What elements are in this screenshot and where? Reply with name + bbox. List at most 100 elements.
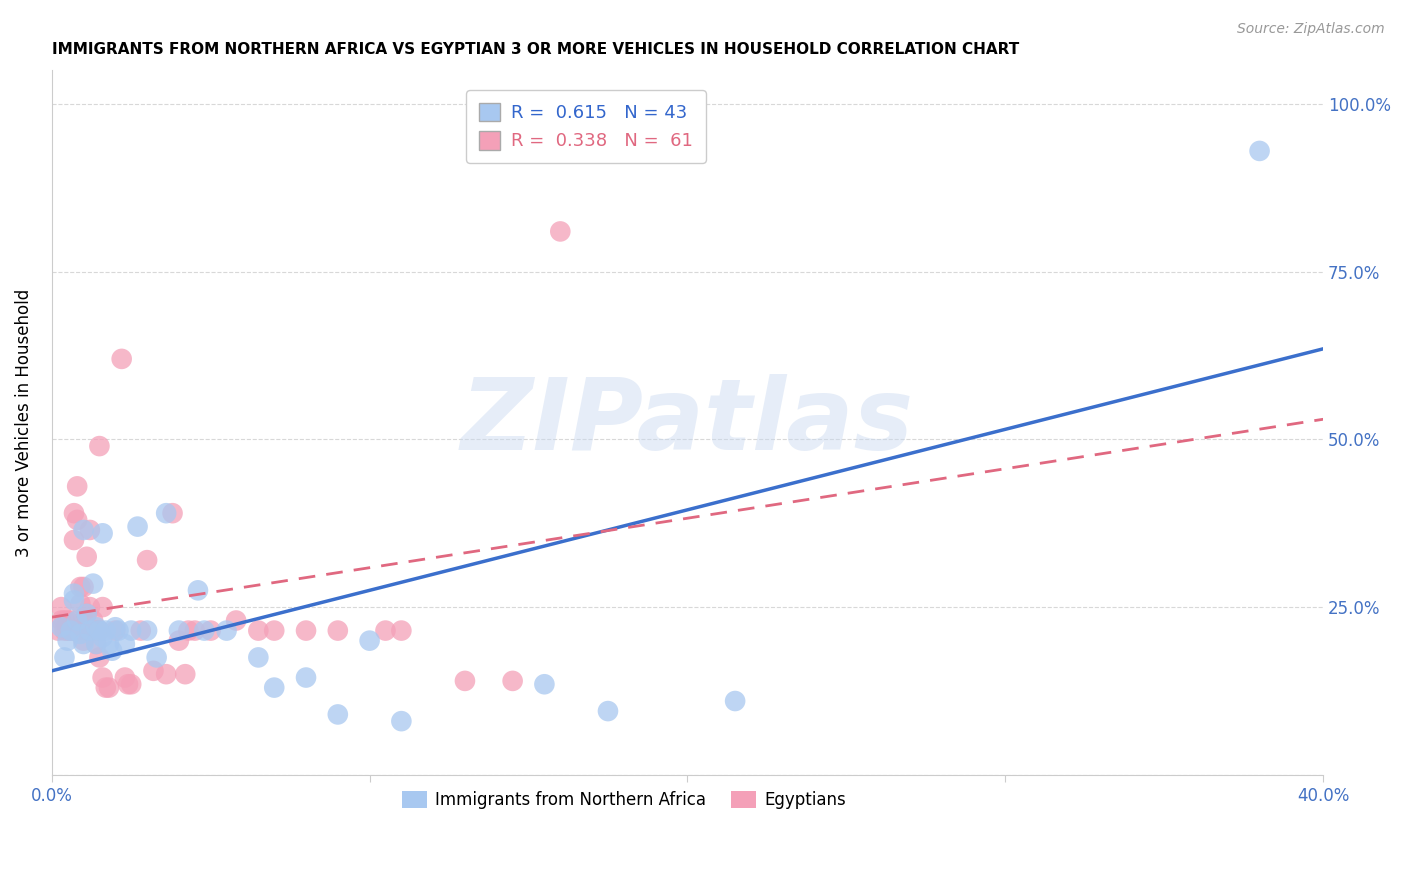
- Point: [247, 650, 270, 665]
- Point: [225, 614, 247, 628]
- Point: [295, 671, 318, 685]
- Point: [193, 624, 215, 638]
- Point: [389, 714, 412, 728]
- Point: [51, 600, 73, 615]
- Point: [76, 607, 98, 621]
- Point: [187, 583, 209, 598]
- Point: [104, 620, 127, 634]
- Point: [97, 637, 120, 651]
- Point: [145, 650, 167, 665]
- Point: [120, 677, 142, 691]
- Point: [53, 650, 76, 665]
- Point: [155, 506, 177, 520]
- Point: [56, 624, 79, 638]
- Text: IMMIGRANTS FROM NORTHERN AFRICA VS EGYPTIAN 3 OR MORE VEHICLES IN HOUSEHOLD CORR: IMMIGRANTS FROM NORTHERN AFRICA VS EGYPT…: [52, 42, 1019, 57]
- Point: [174, 667, 197, 681]
- Point: [94, 624, 117, 638]
- Point: [53, 614, 76, 628]
- Point: [82, 614, 104, 628]
- Point: [63, 593, 86, 607]
- Point: [84, 637, 107, 651]
- Point: [359, 633, 381, 648]
- Point: [84, 637, 107, 651]
- Point: [389, 624, 412, 638]
- Point: [82, 576, 104, 591]
- Point: [215, 624, 238, 638]
- Point: [46, 624, 69, 638]
- Point: [114, 671, 136, 685]
- Point: [63, 533, 86, 547]
- Point: [59, 624, 82, 638]
- Point: [89, 624, 111, 638]
- Point: [66, 624, 89, 638]
- Point: [89, 439, 111, 453]
- Point: [84, 624, 107, 638]
- Legend: Immigrants from Northern Africa, Egyptians: Immigrants from Northern Africa, Egyptia…: [395, 784, 853, 816]
- Point: [263, 624, 285, 638]
- Point: [51, 620, 73, 634]
- Point: [79, 624, 101, 638]
- Point: [53, 624, 76, 638]
- Point: [167, 624, 190, 638]
- Point: [56, 614, 79, 628]
- Point: [69, 627, 91, 641]
- Text: Source: ZipAtlas.com: Source: ZipAtlas.com: [1237, 22, 1385, 37]
- Point: [263, 681, 285, 695]
- Point: [63, 587, 86, 601]
- Point: [724, 694, 747, 708]
- Point: [91, 526, 114, 541]
- Point: [72, 523, 94, 537]
- Point: [76, 607, 98, 621]
- Point: [155, 667, 177, 681]
- Point: [76, 549, 98, 564]
- Point: [84, 620, 107, 634]
- Point: [550, 224, 572, 238]
- Point: [59, 614, 82, 628]
- Point: [69, 597, 91, 611]
- Point: [94, 681, 117, 695]
- Point: [454, 673, 477, 688]
- Point: [66, 614, 89, 628]
- Point: [91, 630, 114, 644]
- Point: [295, 624, 318, 638]
- Y-axis label: 3 or more Vehicles in Household: 3 or more Vehicles in Household: [15, 288, 32, 557]
- Point: [136, 553, 159, 567]
- Point: [91, 600, 114, 615]
- Point: [104, 624, 127, 638]
- Point: [89, 650, 111, 665]
- Point: [596, 704, 619, 718]
- Text: ZIPatlas: ZIPatlas: [461, 374, 914, 471]
- Point: [59, 624, 82, 638]
- Point: [1249, 144, 1271, 158]
- Point: [56, 633, 79, 648]
- Point: [127, 519, 149, 533]
- Point: [51, 614, 73, 628]
- Point: [72, 633, 94, 648]
- Point: [184, 624, 207, 638]
- Point: [114, 637, 136, 651]
- Point: [82, 624, 104, 638]
- Point: [97, 681, 120, 695]
- Point: [326, 707, 349, 722]
- Point: [72, 580, 94, 594]
- Point: [374, 624, 396, 638]
- Point: [177, 624, 200, 638]
- Point: [129, 624, 152, 638]
- Point: [72, 614, 94, 628]
- Point: [91, 671, 114, 685]
- Point: [162, 506, 184, 520]
- Point: [111, 351, 134, 366]
- Point: [167, 633, 190, 648]
- Point: [66, 479, 89, 493]
- Point: [136, 624, 159, 638]
- Point: [326, 624, 349, 638]
- Point: [107, 624, 129, 638]
- Point: [200, 624, 222, 638]
- Point: [63, 506, 86, 520]
- Point: [69, 580, 91, 594]
- Point: [79, 600, 101, 615]
- Point: [63, 624, 86, 638]
- Point: [89, 624, 111, 638]
- Point: [101, 643, 124, 657]
- Point: [117, 677, 139, 691]
